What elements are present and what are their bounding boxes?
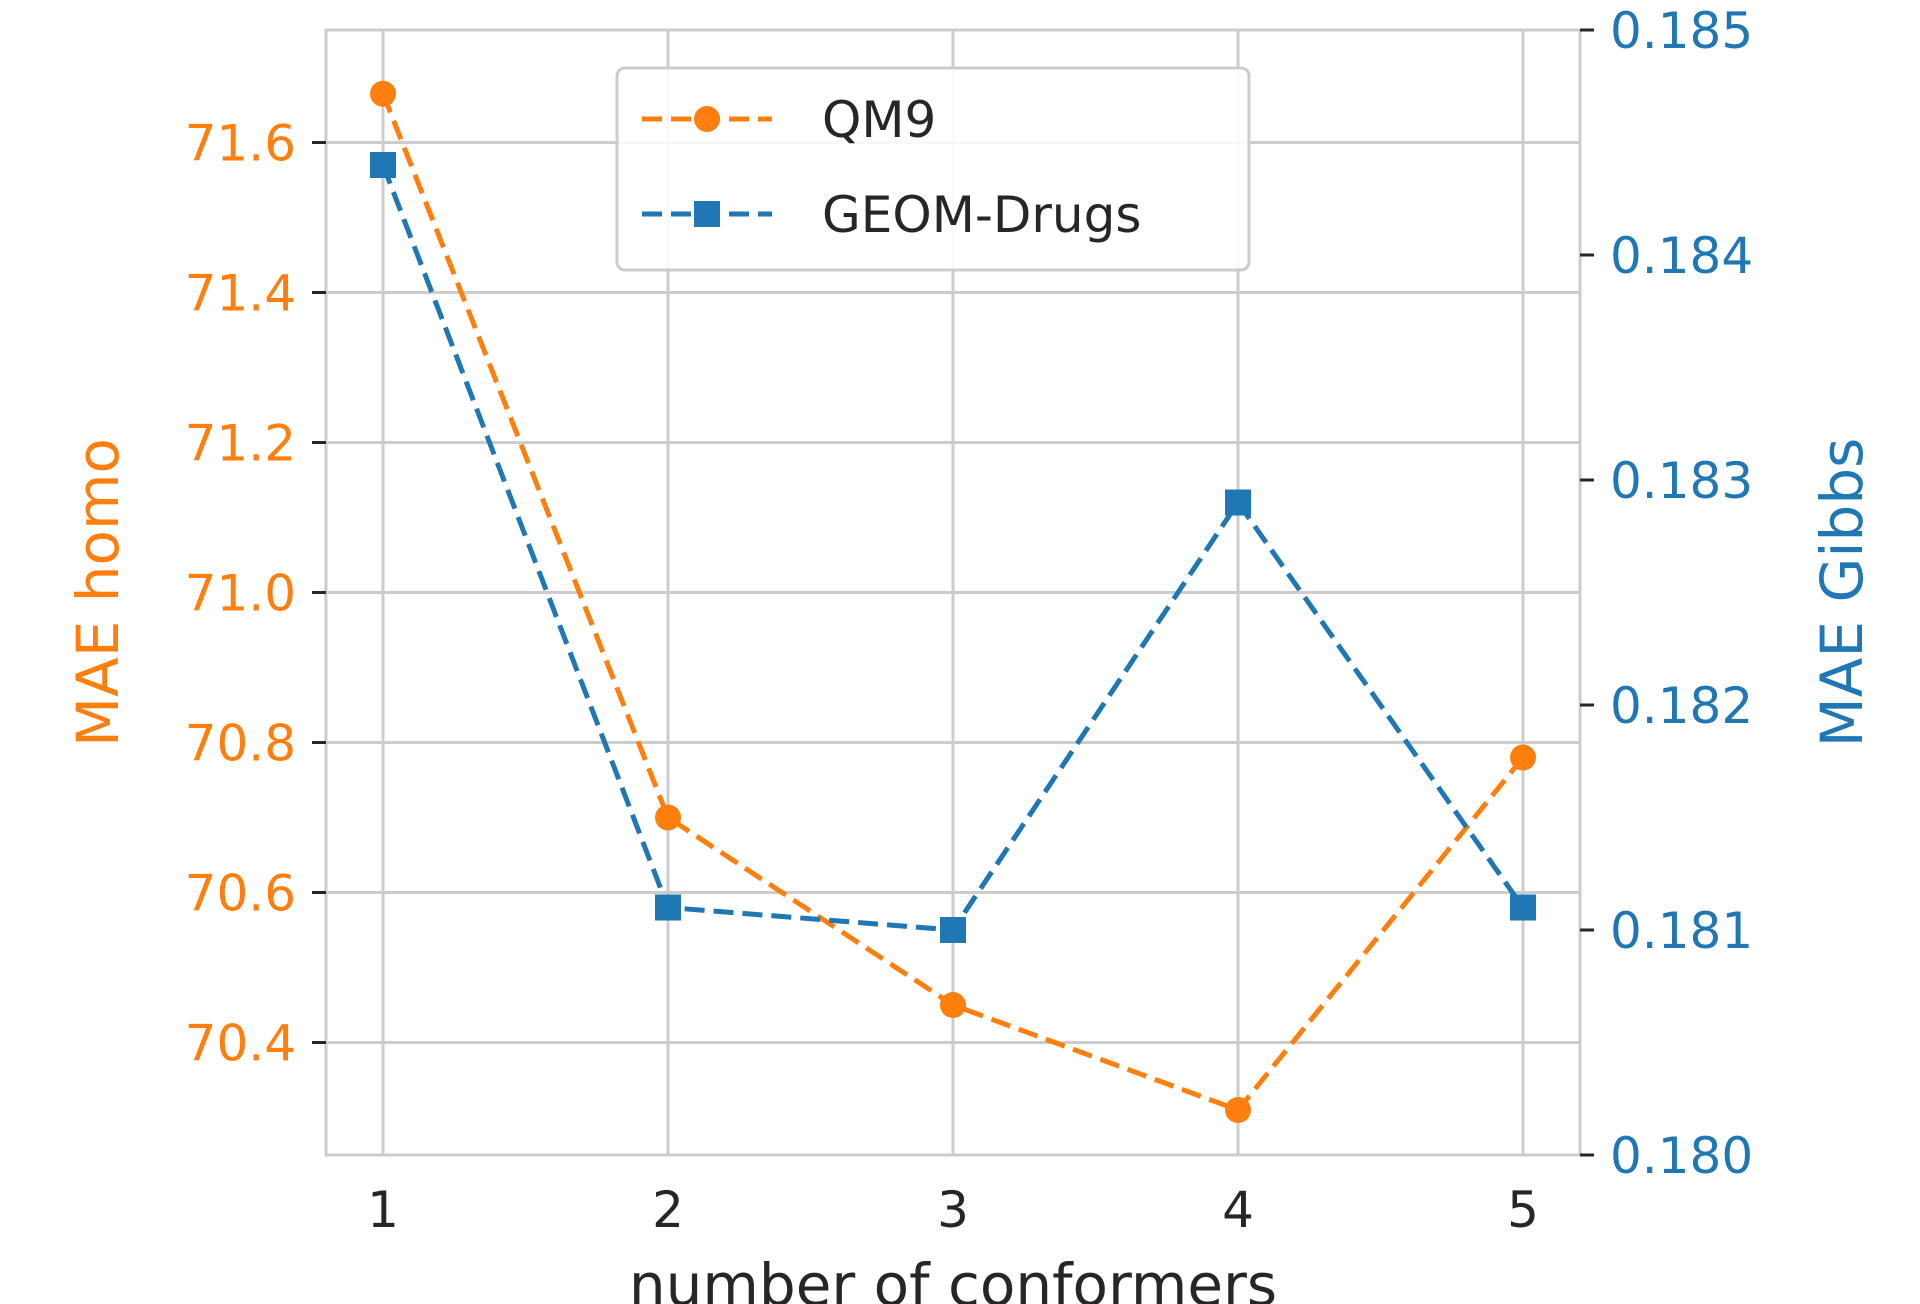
- legend-label: GEOM-Drugs: [822, 186, 1141, 244]
- right-y-tick-label: 0.180: [1610, 1127, 1753, 1185]
- data-point: [940, 917, 966, 943]
- left-y-tick-label: 70.6: [185, 865, 296, 923]
- left-y-tick-label: 71.2: [185, 415, 296, 473]
- series: [370, 80, 1536, 1123]
- left-y-tick-label: 70.8: [185, 715, 296, 773]
- data-point: [1510, 744, 1536, 771]
- legend-marker-circle: [694, 106, 720, 132]
- data-point: [370, 152, 396, 178]
- legend-label: QM9: [822, 91, 936, 149]
- data-point: [1510, 894, 1536, 921]
- x-tick-label: 1: [367, 1181, 399, 1239]
- legend-marker-square: [694, 201, 720, 227]
- x-tick-label: 5: [1507, 1181, 1539, 1239]
- left-y-axis-title: MAE homo: [64, 438, 132, 747]
- left-y-tick-label: 71.6: [185, 115, 296, 173]
- data-point: [940, 992, 966, 1018]
- x-tick-label: 2: [652, 1181, 684, 1239]
- data-point: [1225, 489, 1251, 516]
- right-y-axis-title: MAE Gibbs: [1808, 438, 1876, 748]
- left-y-tick-label: 71.0: [185, 565, 296, 623]
- x-tick-label: 3: [937, 1181, 969, 1239]
- right-y-tick-label: 0.182: [1610, 677, 1753, 735]
- x-axis-title: number of conformers: [629, 1251, 1277, 1304]
- data-point: [655, 894, 681, 921]
- left-y-tick-label: 71.4: [185, 265, 296, 323]
- right-y-tick-label: 0.183: [1610, 452, 1753, 510]
- right-y-tick-label: 0.184: [1610, 227, 1753, 285]
- data-point: [655, 804, 681, 831]
- left-y-tick-label: 70.4: [185, 1015, 296, 1073]
- data-point: [370, 80, 396, 107]
- x-tick-label: 4: [1222, 1181, 1254, 1239]
- data-point: [1225, 1097, 1251, 1123]
- legend: QM9 GEOM-Drugs: [615, 66, 1251, 272]
- legend-box: [615, 66, 1251, 272]
- axes: 1 2 3 4 5 70.4 70.6 70.8 71.0 71.2 71.4 71.6 0.180 0.…: [64, 2, 1876, 1304]
- right-y-tick-label: 0.185: [1610, 2, 1753, 60]
- right-y-tick-label: 0.181: [1610, 902, 1753, 960]
